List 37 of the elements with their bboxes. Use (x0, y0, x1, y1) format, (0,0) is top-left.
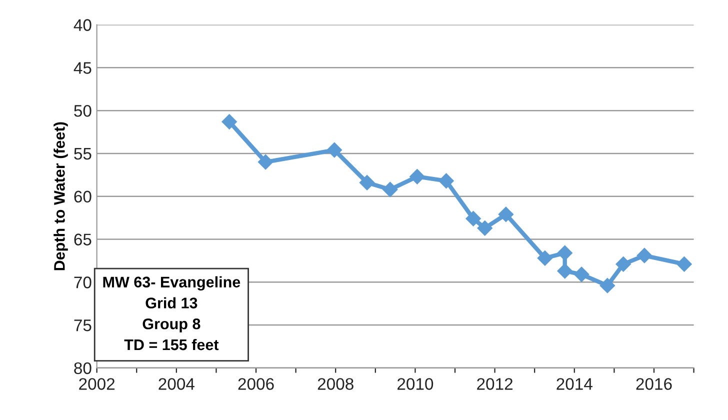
annotation: MW 63- Evangeline Grid 13 Group 8 TD = 155 feet (103, 276, 240, 350)
point (382, 182, 398, 198)
point (616, 256, 631, 272)
y-tick-label: 55 (74, 148, 92, 160)
point (498, 206, 514, 222)
y-tick-label: 80 (74, 362, 92, 374)
point (557, 263, 572, 279)
x-tick-label: 2004 (158, 378, 194, 390)
y-axis-title: Depth to Water (feet) (54, 122, 68, 270)
point (676, 256, 692, 272)
y-tick-label: 60 (74, 190, 92, 203)
x-tick-label: 2010 (398, 378, 434, 390)
y-tick-label: 45 (74, 62, 92, 74)
point (326, 142, 342, 158)
point (466, 211, 481, 226)
x-tick-label: 2008 (318, 378, 354, 390)
x-tick-label: 2016 (636, 378, 672, 390)
x-tick-label: 2014 (556, 378, 592, 390)
x-tick-label: 2006 (238, 378, 274, 390)
x-tick-label: 2002 (79, 378, 115, 390)
point (557, 245, 572, 261)
y-tick-label: 70 (74, 276, 92, 288)
point (359, 175, 375, 190)
y-tick-label: 75 (74, 320, 92, 332)
point (600, 278, 615, 294)
point (222, 114, 237, 130)
x-tick-label: 2012 (477, 378, 512, 390)
point (636, 248, 652, 264)
y-tick-label: 50 (74, 104, 92, 117)
point (258, 154, 274, 170)
point (410, 169, 425, 184)
point (537, 250, 553, 266)
y-tick-label: 65 (74, 234, 92, 246)
point (477, 220, 492, 236)
point (574, 266, 590, 282)
y-tick-label: 40 (74, 19, 92, 31)
point (438, 173, 454, 188)
